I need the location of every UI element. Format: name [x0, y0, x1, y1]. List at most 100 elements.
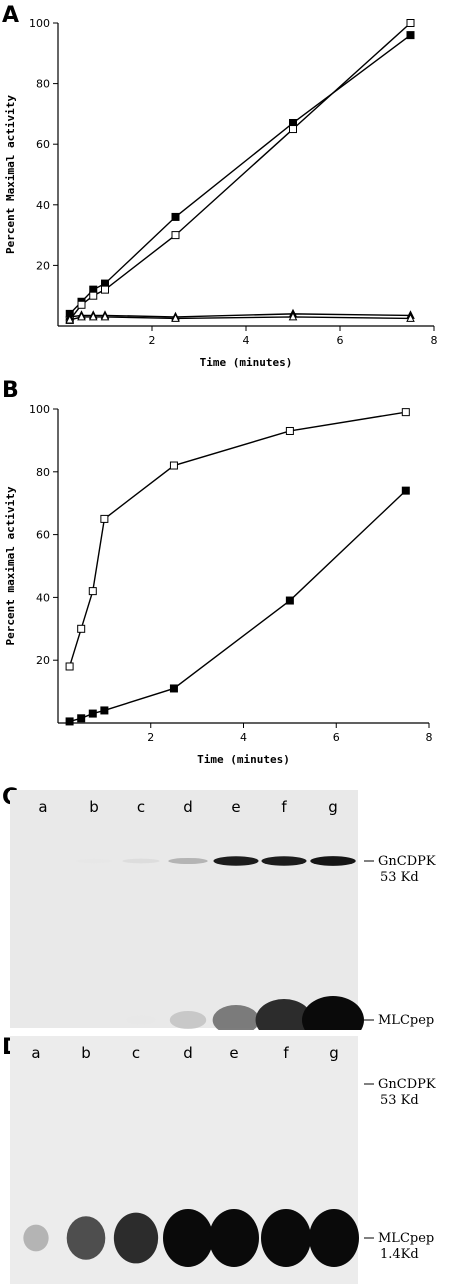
- band-label-gncdpk: GnCDPK: [378, 854, 436, 869]
- series-1-point: [65, 662, 74, 671]
- band-size-mlcpep: 1.4Kd: [380, 1247, 419, 1262]
- lane-label-d: d: [183, 1044, 193, 1062]
- band-label-gncdpk: GnCDPK: [378, 1077, 436, 1092]
- x-tick-label: 8: [431, 334, 438, 347]
- band-gncdpk-lane-d: [168, 857, 208, 865]
- series-2-point: [169, 684, 178, 693]
- series-2-point: [406, 19, 415, 27]
- band-mlcpep-lane-f: [261, 1209, 311, 1267]
- y-tick-label: 20: [36, 259, 50, 272]
- series-1-point: [406, 31, 415, 40]
- band-mlcpep-lane-g: [302, 996, 364, 1030]
- lane-label-e: e: [231, 798, 240, 816]
- lane-label-g: g: [329, 1044, 339, 1062]
- series-4-point: [288, 311, 298, 321]
- y-tick-label: 80: [36, 466, 50, 479]
- series-2-point: [285, 596, 294, 605]
- band-mlcpep-lane-c: [113, 1212, 159, 1264]
- series-1-line: [69, 34, 411, 315]
- x-tick-label: 4: [243, 334, 250, 347]
- x-tick-label: 4: [240, 731, 247, 744]
- band-mlcpep-lane-b: [66, 1216, 106, 1260]
- lane-label-f: f: [283, 1044, 289, 1062]
- y-tick-label: 40: [36, 199, 50, 212]
- series-2-point: [100, 706, 109, 715]
- band-size-gncdpk: 53 Kd: [380, 1093, 419, 1108]
- band-gncdpk-lane-c: [122, 858, 160, 864]
- band-mlcpep-lane-c: [126, 1015, 156, 1025]
- lane-label-c: c: [132, 1044, 140, 1062]
- lane-label-a: a: [31, 1044, 40, 1062]
- series-2-point: [289, 125, 297, 134]
- y-axis-title: Percent maximal activity: [4, 486, 17, 645]
- band-gncdpk-lane-g: [310, 856, 356, 866]
- y-tick-label: 40: [36, 591, 50, 604]
- series-2-point: [101, 285, 109, 294]
- band-size-gncdpk: 53 Kd: [380, 870, 419, 885]
- y-tick-label: 20: [36, 654, 50, 667]
- series-2-line: [69, 22, 411, 321]
- x-tick-label: 2: [147, 731, 154, 744]
- band-mlcpep-lane-d: [163, 1209, 213, 1267]
- y-tick-label: 60: [36, 138, 50, 151]
- series-1-point: [88, 587, 97, 596]
- lane-label-c: c: [137, 798, 145, 816]
- chart-panel-b: B 2 4 6 8 20 40 60 80 100 Time (minutes) Percent m…: [2, 378, 433, 766]
- lane-label-f: f: [281, 798, 287, 816]
- band-label-mlcpep: MLCpep: [378, 1231, 434, 1246]
- band-size-mlcpep: 1.4Kd: [380, 1029, 419, 1030]
- band-mlcpep-lane-a: [23, 1224, 49, 1252]
- band-mlcpep-lane-g: [309, 1209, 359, 1267]
- x-axis-title: Time (minutes): [197, 753, 290, 766]
- series-1-point: [100, 514, 109, 523]
- series-4-point: [65, 314, 75, 324]
- series-1-point: [401, 408, 410, 417]
- series-4-point: [171, 313, 180, 322]
- series-1-point: [169, 461, 178, 470]
- series-2-point: [65, 717, 74, 726]
- lane-label-d: d: [183, 798, 193, 816]
- band-gncdpk-lane-e: [213, 856, 259, 866]
- lane-label-a: a: [38, 798, 47, 816]
- y-tick-label: 80: [36, 78, 50, 91]
- series-2-point: [77, 714, 86, 723]
- series-2-point: [77, 300, 86, 309]
- panel-letter-a: A: [2, 3, 19, 28]
- series-4-line: [69, 316, 411, 321]
- series-1-point: [285, 426, 294, 435]
- series-4-point: [88, 311, 98, 321]
- chart-panel-a: A 2 4 6 8 20 40 60 80 100 Time (minutes) Percent M…: [2, 3, 438, 369]
- x-tick-label: 6: [337, 334, 344, 347]
- panel-letter-b: B: [2, 378, 19, 403]
- lane-label-e: e: [229, 1044, 238, 1062]
- y-tick-label: 100: [29, 403, 50, 416]
- band-mlcpep-lane-d: [169, 1011, 207, 1029]
- band-label-mlcpep: MLCpep: [378, 1013, 434, 1028]
- y-tick-label: 60: [36, 529, 50, 542]
- band-mlcpep-lane-e: [209, 1209, 259, 1267]
- blot-c-membrane: [10, 790, 358, 1028]
- series-2-line: [69, 490, 407, 723]
- series-3-line: [69, 313, 411, 318]
- series-4-point: [406, 313, 415, 322]
- y-axis-title: Percent Maximal activity: [4, 95, 17, 254]
- series-1-point: [77, 624, 86, 633]
- series-1-point: [171, 212, 180, 221]
- x-tick-label: 8: [426, 731, 433, 744]
- series-2-point: [401, 486, 410, 495]
- band-mlcpep-lane-f: [255, 999, 313, 1030]
- lane-label-b: b: [89, 798, 99, 816]
- series-4-point: [100, 311, 110, 321]
- lane-label-g: g: [328, 798, 338, 816]
- series-4-point: [77, 311, 86, 321]
- lane-label-b: b: [81, 1044, 91, 1062]
- x-axis-title: Time (minutes): [200, 356, 293, 369]
- series-2-point: [171, 231, 180, 240]
- band-gncdpk-lane-b: [75, 858, 113, 864]
- x-tick-label: 6: [333, 731, 340, 744]
- series-2-point: [88, 709, 97, 718]
- x-tick-label: 2: [149, 334, 156, 347]
- band-mlcpep-lane-e: [212, 1005, 260, 1030]
